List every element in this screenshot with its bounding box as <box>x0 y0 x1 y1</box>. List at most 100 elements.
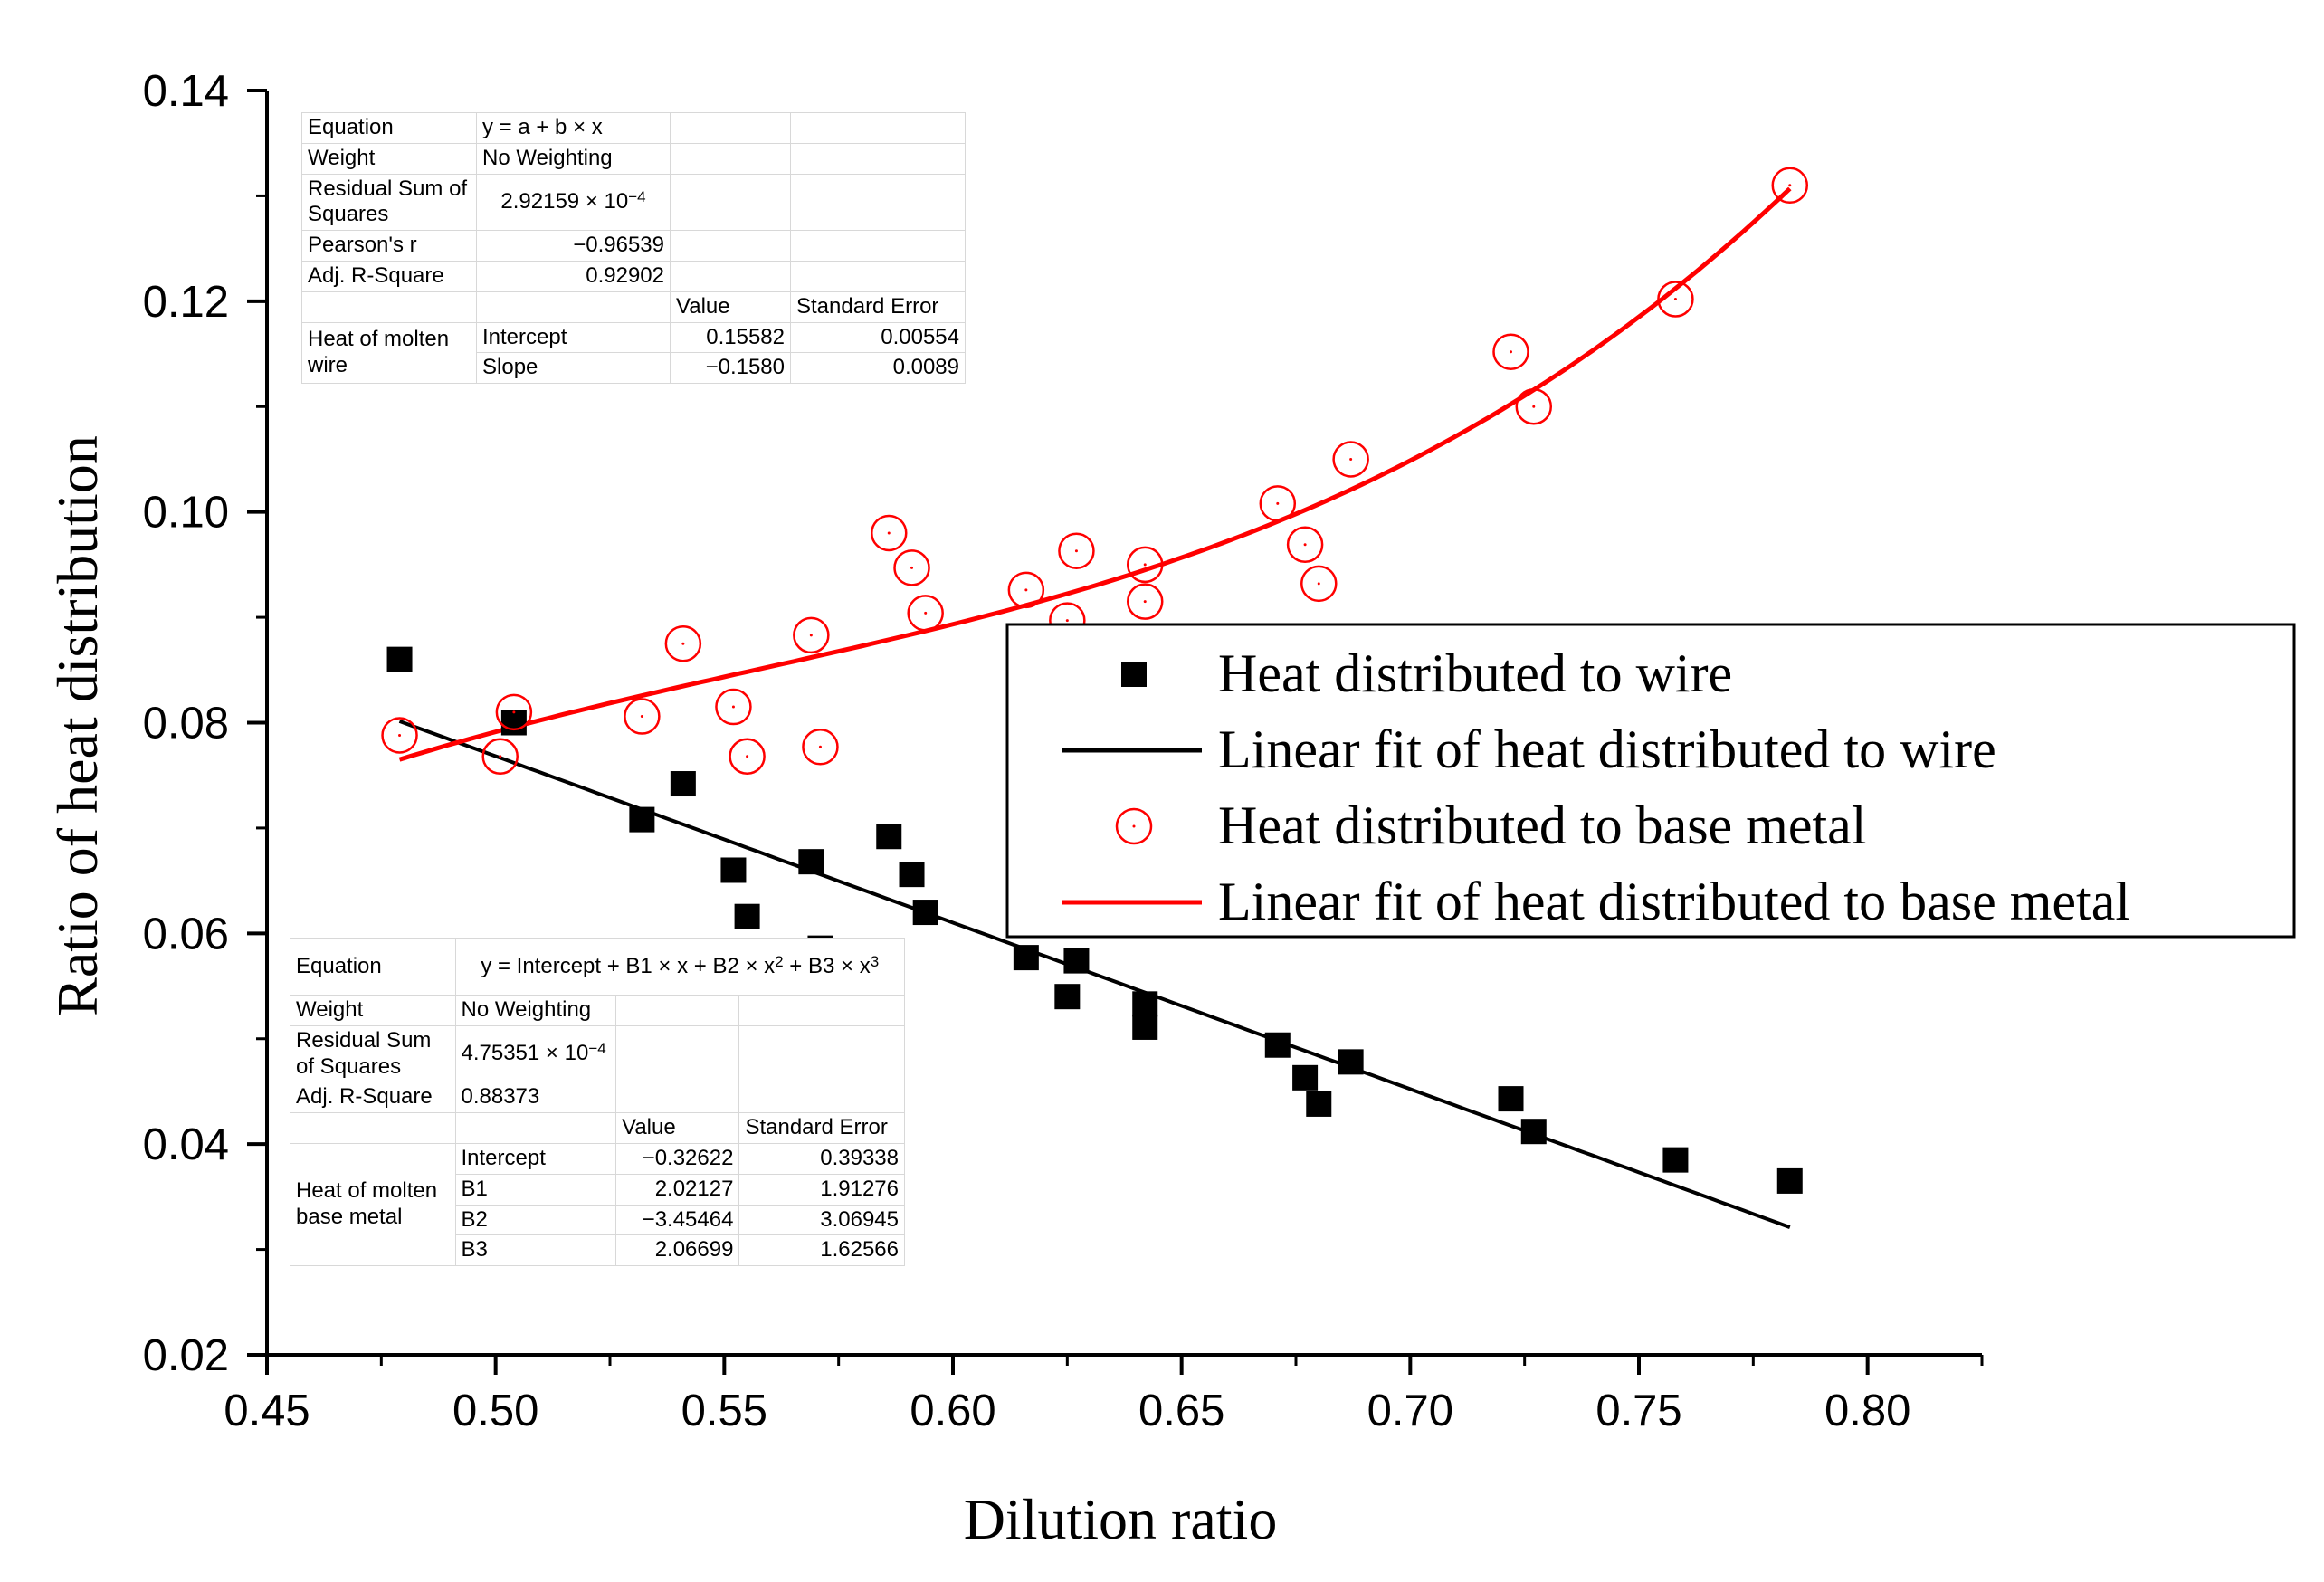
legend-box <box>1005 623 2296 939</box>
base-metal-data-point <box>624 698 661 735</box>
legend-label: Linear fit of heat distributed to wire <box>1218 720 1996 779</box>
base-metal-point-center <box>924 611 928 615</box>
wire-data-point <box>1520 1119 1547 1145</box>
wire-data-point <box>1662 1147 1689 1173</box>
wire-data-point <box>720 857 747 883</box>
table-row: B2 −3.45464 3.06945 <box>290 1204 905 1236</box>
wire-data-point <box>798 849 824 875</box>
x-tick-label: 0.45 <box>224 1387 310 1435</box>
table-cell: B3 <box>454 1234 617 1267</box>
table-row: Weight No Weighting <box>290 995 905 1026</box>
table-header: Standard Error <box>738 1112 905 1144</box>
legend: Heat distributed to wire Linear fit of he… <box>1005 623 2296 939</box>
base-metal-point-center <box>1074 549 1078 553</box>
base-metal-point-center <box>809 634 813 637</box>
base-metal-data-point <box>1126 546 1164 584</box>
wire-data-point <box>1498 1086 1524 1112</box>
wire-data-point <box>1264 1032 1291 1058</box>
table-cell <box>670 112 791 144</box>
base-metal-data-point <box>1058 532 1095 569</box>
table-cell: B1 <box>454 1173 617 1206</box>
table-cell: Weight <box>290 995 456 1026</box>
table-cell: −0.32622 <box>615 1142 740 1175</box>
wire-data-point <box>1776 1167 1803 1194</box>
table-row: Equation y = Intercept + B1 × x + B2 × x… <box>290 938 905 996</box>
table-row: Residual Sum of Squares 4.75351 × 10−4 <box>290 1024 905 1083</box>
x-tick-label: 0.65 <box>1138 1387 1224 1435</box>
base-metal-data-point <box>381 717 418 754</box>
base-metal-data-point <box>793 616 830 654</box>
table-cell: 2.92159 × 10−4 <box>476 173 671 232</box>
x-tick-label: 0.60 <box>910 1387 995 1435</box>
y-tick-label: 0.02 <box>143 1331 229 1380</box>
base-metal-point-center <box>1303 543 1307 547</box>
table-cell: 4.75351 × 10−4 <box>454 1024 617 1083</box>
base-metal-point-center <box>818 745 822 748</box>
y-axis-title: Ratio of heat distribution <box>45 435 110 1016</box>
fit-table-wire: Equation y = a + b × x Weight No Weighti… <box>301 112 966 385</box>
base-metal-data-point <box>1300 565 1338 603</box>
base-metal-data-point <box>1007 571 1045 609</box>
table-row: Heat of molten base metal Intercept −0.3… <box>290 1142 905 1267</box>
wire-data-point <box>1013 945 1039 971</box>
wire-data-point <box>912 900 938 926</box>
base-metal-data-point <box>481 738 519 776</box>
table-cell: Equation <box>290 938 456 996</box>
table-row: Value Standard Error <box>301 291 966 323</box>
wire-data-point <box>1292 1064 1319 1091</box>
table-row: B1 2.02127 1.91276 <box>290 1173 905 1206</box>
base-metal-data-point <box>907 595 944 632</box>
base-metal-data-point <box>1259 485 1297 522</box>
base-metal-point-center <box>1673 298 1677 301</box>
table-row: Adj. R-Square 0.88373 <box>290 1082 905 1114</box>
table-cell: 2.06699 <box>615 1234 740 1267</box>
table-cell: Adj. R-Square <box>290 1082 456 1114</box>
table-row: Equation y = a + b × x <box>301 112 966 144</box>
table-header: Value <box>615 1112 740 1144</box>
wire-data-point <box>1306 1091 1332 1117</box>
table-cell: Equation <box>301 112 477 144</box>
base-metal-point-center <box>499 755 502 758</box>
axes: 0.45 0.50 0.55 0.60 0.65 0.70 0.75 0.80 0.02 0.04… <box>143 67 1984 1435</box>
base-metal-data-point <box>893 549 930 586</box>
base-metal-point-center <box>1065 619 1069 623</box>
base-metal-point-center <box>512 710 516 714</box>
base-metal-point-center <box>398 733 402 737</box>
table-cell: y = Intercept + B1 × x + B2 × x2 + B3 × … <box>454 938 905 996</box>
wire-data-point <box>734 903 760 929</box>
fit-table-base-metal: Equation y = Intercept + B1 × x + B2 × x… <box>290 938 905 1267</box>
data-points <box>381 167 1809 1194</box>
table-cell: −0.1580 <box>670 352 791 385</box>
y-tick-label: 0.06 <box>143 910 229 958</box>
y-tick-label: 0.14 <box>143 67 229 116</box>
table-cell: Adj. R-Square <box>301 260 477 292</box>
wire-data-point <box>1063 948 1090 974</box>
base-metal-point-center <box>1143 600 1147 604</box>
table-cell: Heat of molten base metal <box>290 1142 456 1267</box>
base-metal-data-point <box>1286 526 1324 564</box>
table-cell: y = a + b × x <box>476 112 671 144</box>
table-cell: −3.45464 <box>615 1204 740 1236</box>
table-row: Pearson's r −0.96539 <box>301 230 966 262</box>
base-metal-point-center <box>640 715 643 719</box>
table-row: Adj. R-Square 0.92902 <box>301 260 966 292</box>
base-metal-data-point <box>1657 281 1694 318</box>
table-cell: 0.00554 <box>790 321 966 354</box>
table-cell: Intercept <box>476 321 671 354</box>
legend-label: Heat distributed to base metal <box>1218 796 1866 855</box>
table-cell: 0.39338 <box>738 1142 905 1175</box>
fit-lines <box>398 186 1792 1229</box>
y-tick-label: 0.12 <box>143 278 229 327</box>
base-metal-data-point <box>664 624 702 662</box>
base-metal-data-point <box>1515 388 1553 425</box>
table-row: Value Standard Error <box>290 1112 905 1144</box>
base-metal-point-center <box>681 642 685 645</box>
table-cell: 0.92902 <box>476 260 671 292</box>
base-metal-data-point <box>715 688 752 726</box>
base-metal-point-center <box>731 705 735 709</box>
table-cell: Residual Sum of Squares <box>301 173 477 232</box>
x-tick-label: 0.50 <box>452 1387 538 1435</box>
x-tick-label: 0.75 <box>1595 1387 1681 1435</box>
base-metal-point-center <box>1510 350 1513 354</box>
table-cell: 0.0089 <box>790 352 966 385</box>
